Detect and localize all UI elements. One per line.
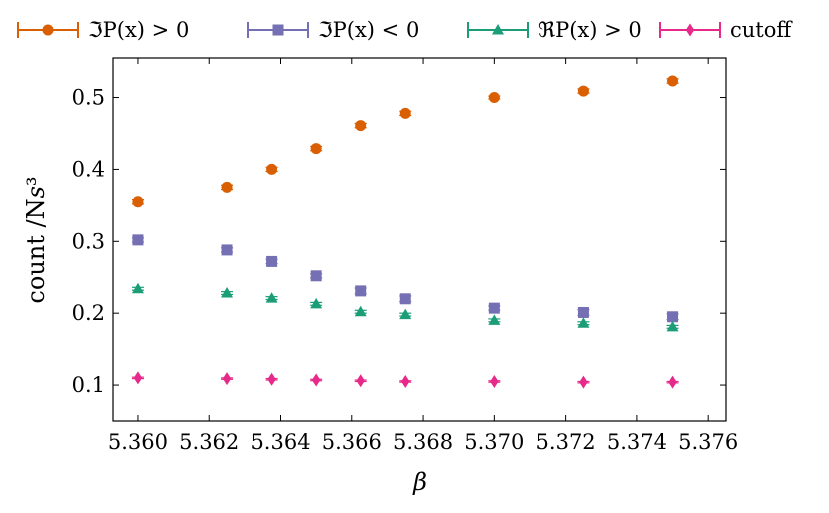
data-point <box>490 374 499 388</box>
series-3 <box>131 282 679 332</box>
data-point <box>355 120 367 132</box>
x-tick-label: 5.368 <box>393 430 453 454</box>
x-tick-label: 5.372 <box>536 430 596 454</box>
data-point <box>577 85 589 97</box>
data-point <box>488 92 500 104</box>
data-point <box>310 143 322 155</box>
data-point <box>401 374 410 388</box>
axis-ticks: 5.360 5.362 5.364 5.366 5.368 5.370 5.372 5.374… <box>72 58 738 454</box>
data-point <box>266 255 278 267</box>
data-point <box>579 375 588 389</box>
y-tick-label: 0.3 <box>72 229 105 253</box>
data-point <box>267 372 276 386</box>
legend-entry: cutoff <box>659 18 793 42</box>
legend-entry: ℑP(x) > 0 <box>17 18 189 42</box>
data-point <box>399 308 412 320</box>
data-point <box>666 320 679 332</box>
series-2 <box>131 234 679 323</box>
data-point <box>399 293 411 305</box>
legend-entry: ℑP(x) < 0 <box>247 18 419 42</box>
data-point <box>131 282 144 294</box>
data-point <box>265 292 278 303</box>
data-point <box>356 374 365 388</box>
x-tick-label: 5.362 <box>179 430 239 454</box>
data-point <box>667 311 679 323</box>
legend-label: ℑP(x) < 0 <box>318 18 419 42</box>
legend-marker <box>272 24 284 36</box>
data-point <box>577 306 589 318</box>
x-tick-label: 5.370 <box>464 430 524 454</box>
data-point <box>133 371 143 385</box>
data-marks <box>131 75 679 389</box>
legend-marker <box>685 23 695 37</box>
data-point <box>310 270 322 282</box>
plot-frame <box>112 57 727 422</box>
x-tick-label: 5.374 <box>607 430 667 454</box>
data-point <box>221 181 233 193</box>
data-point <box>221 244 233 256</box>
x-tick-label: 5.364 <box>250 430 310 454</box>
series-4 <box>131 371 679 389</box>
y-axis-label: count /Ns³ <box>22 176 50 303</box>
legend-label: ℑP(x) > 0 <box>88 18 189 42</box>
data-point <box>668 375 677 389</box>
legend-label: cutoff <box>730 18 793 42</box>
data-point <box>266 163 278 175</box>
data-point <box>132 234 144 246</box>
data-point <box>577 317 590 328</box>
series-1 <box>131 75 679 208</box>
data-point <box>132 196 144 208</box>
legend-marker <box>42 24 54 36</box>
legend-label: ℜP(x) > 0 <box>538 18 642 42</box>
data-point <box>354 305 367 317</box>
y-tick-label: 0.4 <box>72 157 105 181</box>
data-point <box>355 285 367 297</box>
data-point <box>222 372 232 386</box>
data-point <box>488 302 500 314</box>
data-point <box>399 107 411 119</box>
legend: ℑP(x) > 0 ℑP(x) < 0 ℜP(x) > 0 cutoff <box>17 18 793 42</box>
data-point <box>310 297 323 309</box>
legend-marker <box>492 24 504 35</box>
x-tick-label: 5.360 <box>108 430 168 454</box>
data-point <box>488 314 501 325</box>
y-tick-label: 0.2 <box>72 301 105 325</box>
x-axis-label: β <box>412 468 427 496</box>
x-tick-label: 5.376 <box>678 430 738 454</box>
y-tick-label: 0.5 <box>72 86 105 110</box>
x-tick-label: 5.366 <box>322 430 382 454</box>
legend-entry: ℜP(x) > 0 <box>467 18 642 42</box>
y-tick-label: 0.1 <box>72 373 105 397</box>
data-point <box>311 373 321 387</box>
data-point <box>221 287 234 298</box>
data-point <box>667 75 679 87</box>
